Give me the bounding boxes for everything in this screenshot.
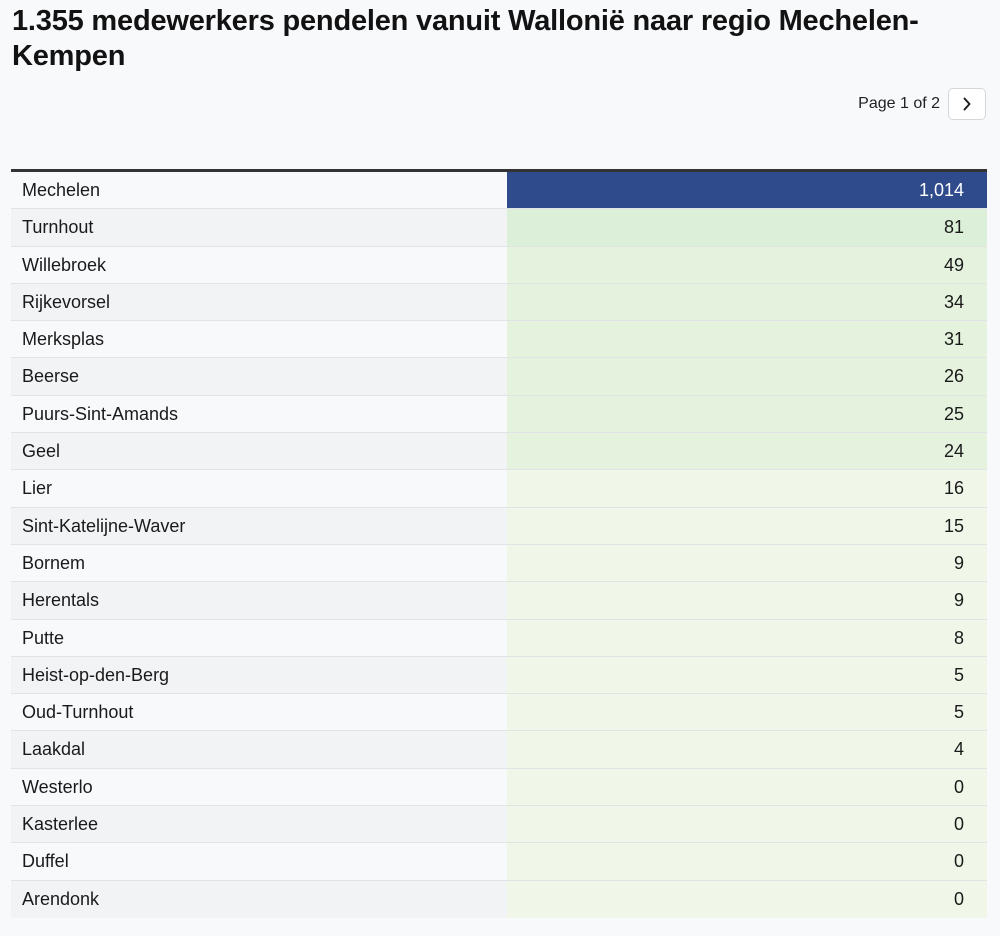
row-value: 0: [507, 843, 987, 880]
row-municipality: Sint-Katelijne-Waver: [11, 507, 507, 544]
table-row: Willebroek 49: [11, 246, 987, 284]
row-municipality: Beerse: [11, 358, 507, 395]
table-row: Oud-Turnhout 5: [11, 694, 987, 732]
row-municipality: Laakdal: [11, 731, 507, 768]
table-row: Kasterlee 0: [11, 806, 987, 844]
table-row: Duffel 0: [11, 843, 987, 881]
row-value: 1,014: [507, 172, 987, 209]
row-municipality: Westerlo: [11, 768, 507, 806]
table-row: Lier 16: [11, 470, 987, 508]
table-row: Bornem 9: [11, 544, 987, 583]
row-value: 8: [507, 619, 987, 656]
row-municipality: Puurs-Sint-Amands: [11, 395, 507, 433]
table-row: Laakdal 4: [11, 731, 987, 769]
table-row: Sint-Katelijne-Waver 15: [11, 507, 987, 545]
row-value: 25: [507, 395, 987, 433]
row-value: 0: [507, 806, 987, 843]
table-row: Heist-op-den-Berg 5: [11, 656, 987, 695]
next-page-button[interactable]: [948, 88, 986, 120]
row-value: 16: [507, 470, 987, 507]
table-row: Puurs-Sint-Amands 25: [11, 395, 987, 434]
table-row: Geel 24: [11, 433, 987, 471]
row-value: 24: [507, 433, 987, 470]
row-value: 9: [507, 582, 987, 619]
table-row: Mechelen 1,014: [11, 172, 987, 210]
row-value: 31: [507, 321, 987, 358]
row-municipality: Duffel: [11, 843, 507, 880]
table-row: Turnhout 81: [11, 209, 987, 247]
row-value: 9: [507, 544, 987, 582]
row-municipality: Putte: [11, 619, 507, 656]
table-row: Beerse 26: [11, 358, 987, 396]
row-municipality: Lier: [11, 470, 507, 507]
page-title: 1.355 medewerkers pendelen vanuit Wallon…: [12, 5, 919, 72]
row-municipality: Kasterlee: [11, 806, 507, 843]
data-table: Mechelen 1,014 Turnhout 81 Willebroek 49 Rijke…: [11, 169, 987, 918]
row-municipality: Turnhout: [11, 209, 507, 246]
row-value: 4: [507, 731, 987, 768]
table-row: Merksplas 31: [11, 321, 987, 359]
row-value: 0: [507, 768, 987, 806]
table-row: Putte 8: [11, 619, 987, 657]
row-municipality: Mechelen: [11, 172, 507, 209]
row-municipality: Rijkevorsel: [11, 283, 507, 321]
row-municipality: Willebroek: [11, 246, 507, 283]
table-row: Arendonk 0: [11, 880, 987, 918]
row-value: 49: [507, 246, 987, 283]
row-municipality: Bornem: [11, 544, 507, 582]
row-municipality: Merksplas: [11, 321, 507, 358]
chevron-right-icon: [963, 97, 971, 111]
row-value: 81: [507, 209, 987, 246]
row-value: 5: [507, 694, 987, 731]
pagination: Page 1 of 2: [858, 87, 986, 121]
row-value: 0: [507, 880, 987, 918]
row-value: 34: [507, 283, 987, 321]
row-value: 26: [507, 358, 987, 395]
row-municipality: Oud-Turnhout: [11, 694, 507, 731]
row-municipality: Arendonk: [11, 880, 507, 918]
table-row: Westerlo 0: [11, 768, 987, 807]
row-value: 15: [507, 507, 987, 544]
row-municipality: Herentals: [11, 582, 507, 619]
row-municipality: Heist-op-den-Berg: [11, 656, 507, 694]
page-indicator: Page 1 of 2: [858, 95, 940, 112]
table-row: Herentals 9: [11, 582, 987, 620]
row-municipality: Geel: [11, 433, 507, 470]
row-value: 5: [507, 656, 987, 694]
table-row: Rijkevorsel 34: [11, 283, 987, 322]
